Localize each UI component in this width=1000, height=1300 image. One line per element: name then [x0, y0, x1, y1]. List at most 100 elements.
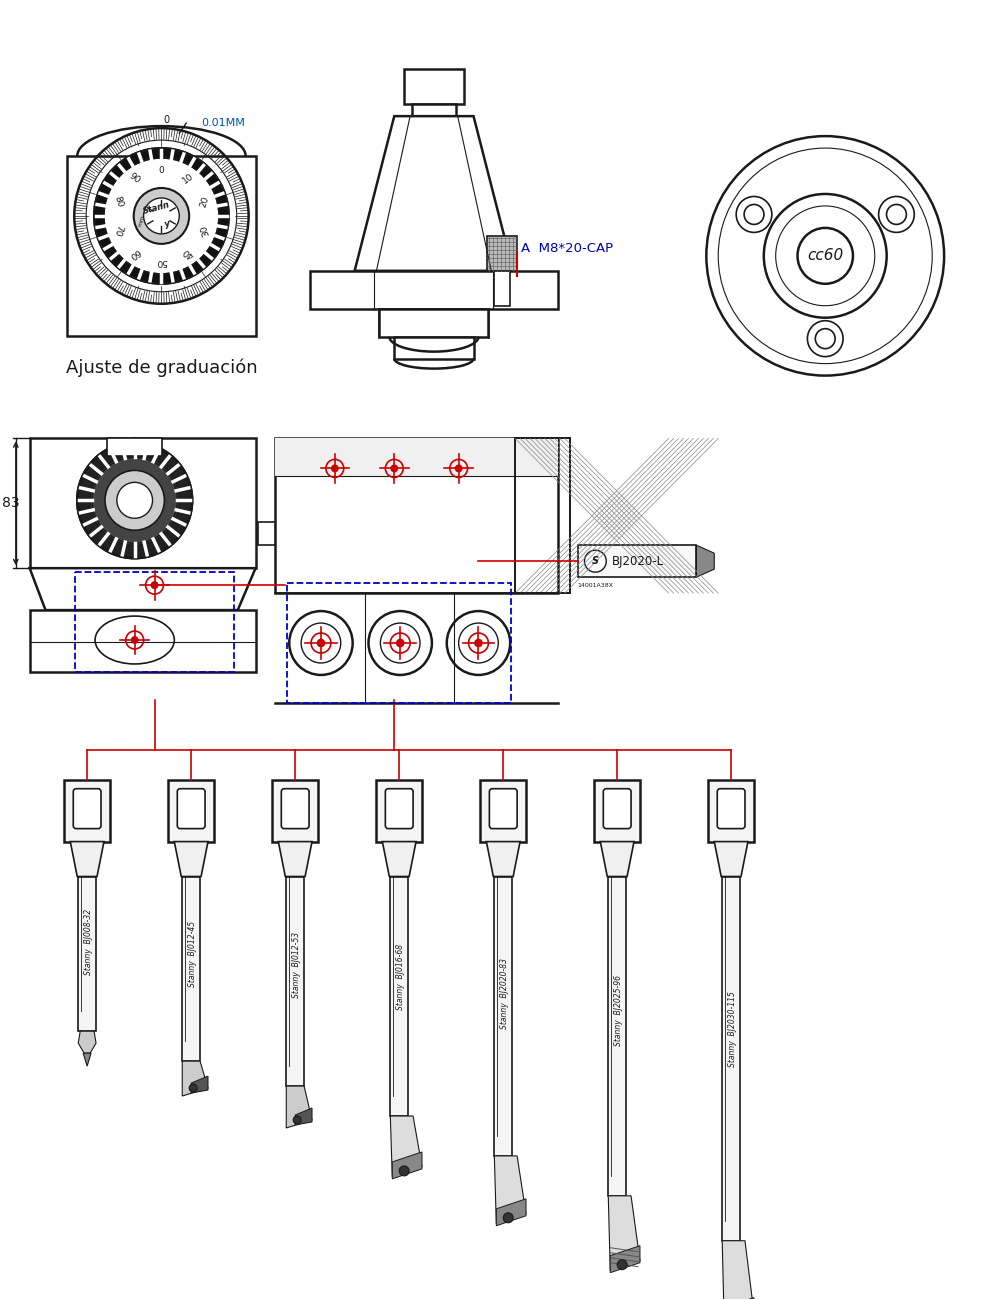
- Polygon shape: [494, 1156, 526, 1223]
- Circle shape: [105, 471, 164, 530]
- Text: BJ2020-L: BJ2020-L: [612, 555, 664, 568]
- Text: 30: 30: [199, 224, 211, 237]
- Polygon shape: [278, 841, 312, 876]
- Circle shape: [475, 640, 482, 646]
- Circle shape: [317, 640, 324, 646]
- Bar: [30, 438, 256, 568]
- Text: A  M8*20-CAP: A M8*20-CAP: [521, 242, 613, 255]
- Polygon shape: [78, 1031, 96, 1053]
- Text: cc60: cc60: [807, 248, 843, 264]
- Bar: [578, 545, 696, 577]
- Polygon shape: [714, 841, 748, 876]
- Polygon shape: [608, 1196, 640, 1270]
- Text: 60: 60: [127, 246, 142, 260]
- Bar: [379, 308, 488, 337]
- Polygon shape: [392, 1152, 422, 1179]
- Polygon shape: [30, 568, 256, 610]
- Polygon shape: [390, 1115, 422, 1177]
- Circle shape: [189, 1084, 197, 1092]
- Circle shape: [399, 1166, 409, 1177]
- Polygon shape: [295, 1108, 312, 1124]
- Circle shape: [617, 1260, 627, 1270]
- Bar: [272, 780, 318, 841]
- Bar: [275, 438, 558, 593]
- Bar: [608, 876, 626, 1196]
- Polygon shape: [496, 1199, 526, 1226]
- Circle shape: [117, 482, 153, 519]
- Polygon shape: [70, 841, 104, 876]
- Circle shape: [151, 582, 158, 589]
- Bar: [107, 438, 162, 456]
- FancyBboxPatch shape: [603, 789, 631, 828]
- Circle shape: [77, 442, 192, 558]
- Text: Stanny  BJ2030-115: Stanny BJ2030-115: [728, 992, 737, 1067]
- Polygon shape: [258, 523, 275, 545]
- Circle shape: [144, 198, 179, 234]
- Bar: [286, 876, 304, 1086]
- Circle shape: [90, 455, 179, 545]
- Text: Stanny  BJ012-53: Stanny BJ012-53: [292, 932, 301, 997]
- Polygon shape: [174, 841, 208, 876]
- Polygon shape: [486, 841, 520, 876]
- Polygon shape: [83, 1053, 91, 1066]
- Bar: [30, 610, 256, 672]
- Bar: [494, 270, 510, 306]
- Circle shape: [456, 465, 462, 472]
- Text: y: y: [164, 218, 171, 229]
- Bar: [67, 156, 256, 335]
- FancyBboxPatch shape: [281, 789, 309, 828]
- Text: 0.01MM: 0.01MM: [201, 118, 245, 129]
- Text: mm: mm: [138, 214, 146, 227]
- Text: 80: 80: [112, 195, 124, 208]
- Text: Stanny  BJ2025-96: Stanny BJ2025-96: [614, 975, 623, 1046]
- Text: 0: 0: [159, 165, 164, 174]
- FancyBboxPatch shape: [717, 789, 745, 828]
- Polygon shape: [286, 1086, 312, 1128]
- Bar: [494, 876, 512, 1156]
- Polygon shape: [182, 1061, 208, 1096]
- Bar: [487, 235, 517, 270]
- Text: 10: 10: [181, 172, 196, 186]
- Bar: [515, 438, 570, 593]
- Polygon shape: [722, 1240, 754, 1300]
- Circle shape: [391, 465, 397, 472]
- Bar: [75, 572, 234, 672]
- Bar: [722, 876, 740, 1240]
- Text: 14001A38X: 14001A38X: [577, 584, 613, 588]
- Polygon shape: [610, 1245, 640, 1273]
- Bar: [594, 780, 640, 841]
- Polygon shape: [355, 116, 513, 270]
- Bar: [708, 780, 754, 841]
- Text: 70: 70: [112, 224, 124, 237]
- Text: 83: 83: [2, 497, 20, 511]
- FancyBboxPatch shape: [73, 789, 101, 828]
- Bar: [515, 438, 570, 593]
- Bar: [64, 780, 110, 841]
- Bar: [379, 308, 488, 337]
- Circle shape: [293, 1115, 301, 1124]
- Text: Stanny  BJ012-45: Stanny BJ012-45: [188, 920, 197, 987]
- FancyBboxPatch shape: [177, 789, 205, 828]
- Bar: [78, 876, 96, 1031]
- Text: S: S: [592, 556, 599, 567]
- Text: Stanny  BJ2020-83: Stanny BJ2020-83: [500, 958, 509, 1030]
- Circle shape: [332, 465, 338, 472]
- Circle shape: [503, 1213, 513, 1223]
- Polygon shape: [382, 841, 416, 876]
- Bar: [480, 780, 526, 841]
- Bar: [412, 104, 456, 116]
- Text: Stanny  BJ008-32: Stanny BJ008-32: [84, 909, 93, 975]
- Bar: [390, 876, 408, 1115]
- Text: 50: 50: [156, 257, 167, 266]
- Bar: [168, 780, 214, 841]
- Text: Stann: Stann: [142, 200, 171, 216]
- Circle shape: [104, 159, 219, 274]
- Circle shape: [584, 550, 606, 572]
- Text: 0: 0: [163, 116, 169, 125]
- Circle shape: [94, 148, 229, 283]
- Text: Stanny  BJ016-68: Stanny BJ016-68: [396, 944, 405, 1010]
- Polygon shape: [600, 841, 634, 876]
- FancyBboxPatch shape: [489, 789, 517, 828]
- Circle shape: [134, 188, 189, 244]
- Bar: [404, 69, 464, 104]
